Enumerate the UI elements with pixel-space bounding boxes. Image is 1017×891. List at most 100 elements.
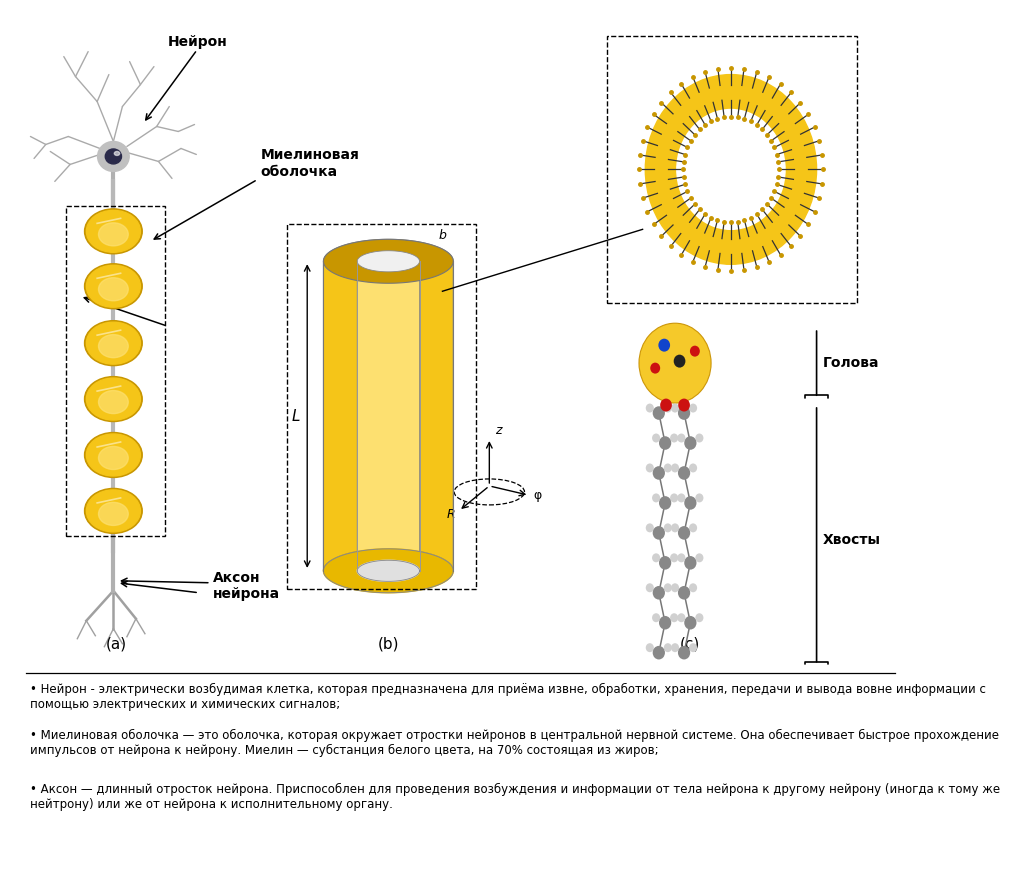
Ellipse shape bbox=[99, 223, 128, 246]
Text: φ: φ bbox=[533, 489, 541, 502]
Circle shape bbox=[696, 553, 704, 562]
Circle shape bbox=[670, 494, 678, 503]
Bar bbox=[66, 207, 165, 535]
Circle shape bbox=[639, 323, 711, 403]
Text: • Нейрон - электрически возбудимая клетка, которая предназначена для приёма извн: • Нейрон - электрически возбудимая клетк… bbox=[29, 683, 985, 711]
Circle shape bbox=[664, 584, 672, 593]
Circle shape bbox=[664, 404, 672, 413]
Text: Миелиновая
оболочка: Миелиновая оболочка bbox=[260, 148, 359, 178]
Text: L: L bbox=[291, 409, 300, 423]
Circle shape bbox=[677, 494, 685, 503]
Polygon shape bbox=[323, 549, 454, 593]
Circle shape bbox=[646, 584, 654, 593]
Circle shape bbox=[677, 110, 785, 229]
Circle shape bbox=[678, 466, 691, 479]
Circle shape bbox=[677, 434, 685, 443]
Text: (b): (b) bbox=[377, 637, 399, 651]
Circle shape bbox=[660, 398, 672, 412]
Ellipse shape bbox=[86, 266, 140, 307]
Circle shape bbox=[678, 586, 691, 600]
Bar bbox=[288, 225, 476, 589]
Circle shape bbox=[664, 523, 672, 532]
Circle shape bbox=[689, 404, 697, 413]
Circle shape bbox=[696, 613, 704, 622]
Circle shape bbox=[652, 613, 660, 622]
Circle shape bbox=[671, 523, 679, 532]
Ellipse shape bbox=[84, 488, 142, 534]
Circle shape bbox=[678, 526, 691, 540]
Circle shape bbox=[664, 463, 672, 472]
Circle shape bbox=[690, 346, 700, 356]
Ellipse shape bbox=[86, 378, 140, 420]
Polygon shape bbox=[323, 240, 454, 571]
Circle shape bbox=[696, 434, 704, 443]
Ellipse shape bbox=[84, 377, 142, 421]
Ellipse shape bbox=[99, 503, 128, 526]
Ellipse shape bbox=[86, 323, 140, 364]
Circle shape bbox=[678, 398, 690, 412]
Text: Нейрон: Нейрон bbox=[168, 35, 227, 49]
Circle shape bbox=[653, 646, 665, 659]
Circle shape bbox=[659, 496, 671, 510]
Ellipse shape bbox=[84, 264, 142, 308]
Circle shape bbox=[653, 466, 665, 479]
Circle shape bbox=[678, 646, 691, 659]
Ellipse shape bbox=[114, 151, 120, 155]
Circle shape bbox=[671, 463, 679, 472]
Circle shape bbox=[696, 494, 704, 503]
Circle shape bbox=[689, 643, 697, 652]
Circle shape bbox=[678, 406, 691, 420]
Circle shape bbox=[653, 526, 665, 540]
Ellipse shape bbox=[99, 390, 128, 413]
Circle shape bbox=[689, 463, 697, 472]
Text: Хвосты: Хвосты bbox=[823, 533, 881, 547]
Polygon shape bbox=[357, 250, 419, 272]
Circle shape bbox=[670, 613, 678, 622]
Circle shape bbox=[659, 437, 671, 450]
Ellipse shape bbox=[86, 434, 140, 476]
Bar bbox=[606, 36, 857, 303]
Circle shape bbox=[646, 404, 654, 413]
Circle shape bbox=[646, 75, 817, 265]
Text: b: b bbox=[438, 229, 446, 242]
Circle shape bbox=[658, 339, 670, 352]
Text: Аксон
нейрона: Аксон нейрона bbox=[213, 570, 280, 601]
Circle shape bbox=[670, 434, 678, 443]
Ellipse shape bbox=[86, 210, 140, 252]
Circle shape bbox=[650, 363, 660, 373]
Circle shape bbox=[673, 355, 685, 368]
Text: z: z bbox=[494, 424, 501, 437]
Circle shape bbox=[670, 553, 678, 562]
Circle shape bbox=[646, 643, 654, 652]
Ellipse shape bbox=[106, 149, 121, 164]
Text: a: a bbox=[403, 237, 410, 250]
Ellipse shape bbox=[86, 490, 140, 532]
Circle shape bbox=[646, 463, 654, 472]
Ellipse shape bbox=[84, 432, 142, 478]
Circle shape bbox=[653, 406, 665, 420]
Circle shape bbox=[684, 616, 697, 630]
Ellipse shape bbox=[99, 278, 128, 301]
Ellipse shape bbox=[84, 208, 142, 254]
Circle shape bbox=[684, 496, 697, 510]
Circle shape bbox=[671, 404, 679, 413]
Circle shape bbox=[646, 523, 654, 532]
Ellipse shape bbox=[84, 321, 142, 365]
Ellipse shape bbox=[98, 142, 129, 171]
Circle shape bbox=[689, 523, 697, 532]
Circle shape bbox=[652, 434, 660, 443]
Circle shape bbox=[671, 643, 679, 652]
Polygon shape bbox=[323, 240, 454, 283]
Circle shape bbox=[659, 556, 671, 569]
Circle shape bbox=[671, 584, 679, 593]
Polygon shape bbox=[357, 250, 419, 571]
Ellipse shape bbox=[99, 446, 128, 470]
Text: • Миелиновая оболочка — это оболочка, которая окружает отростки нейронов в центр: • Миелиновая оболочка — это оболочка, ко… bbox=[29, 729, 999, 756]
Circle shape bbox=[659, 616, 671, 630]
Text: (a): (a) bbox=[106, 637, 127, 651]
Circle shape bbox=[652, 494, 660, 503]
Text: • Аксон — длинный отросток нейрона. Приспособлен для проведения возбуждения и ин: • Аксон — длинный отросток нейрона. Прис… bbox=[29, 782, 1000, 811]
Text: R: R bbox=[446, 509, 456, 521]
Circle shape bbox=[677, 613, 685, 622]
Circle shape bbox=[684, 437, 697, 450]
